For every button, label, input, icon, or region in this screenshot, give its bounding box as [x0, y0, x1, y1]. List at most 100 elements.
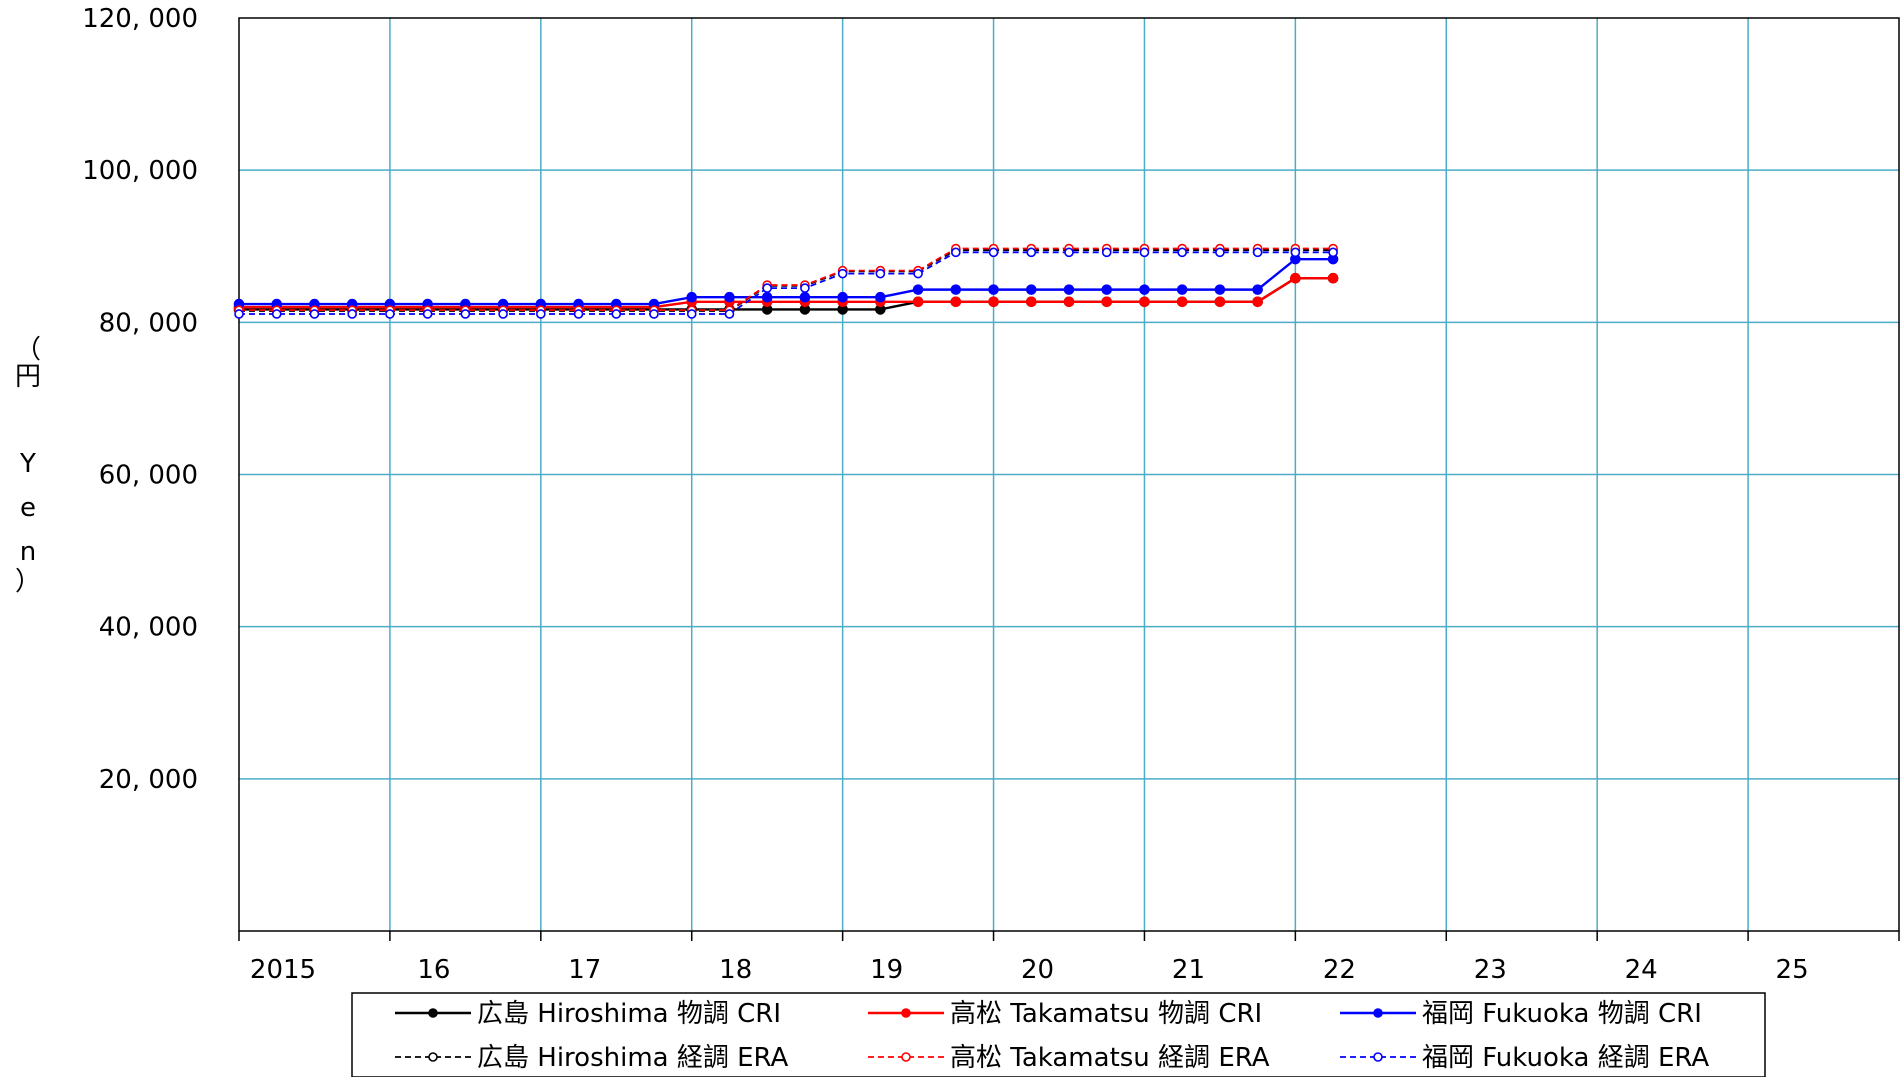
series-line	[239, 257, 1334, 306]
data-point	[1176, 296, 1188, 308]
x-tick-label: 17	[568, 955, 601, 985]
data-point	[1328, 247, 1338, 258]
legend-label: 高松 Takamatsu 物調 CRI	[950, 999, 1262, 1029]
x-tick-label: 24	[1625, 955, 1658, 985]
y-tick-label: 100, 000	[82, 156, 198, 186]
data-point	[1214, 296, 1226, 308]
legend-entry: 高松 Takamatsu 経調 ERA	[868, 1043, 1270, 1073]
x-tick-label: 23	[1474, 955, 1507, 985]
x-tick-label: 20	[1021, 955, 1054, 985]
plot-area-frame	[238, 17, 1900, 932]
data-point	[988, 296, 999, 308]
data-point	[649, 309, 659, 319]
data-point	[1215, 247, 1225, 258]
data-point	[686, 309, 697, 319]
data-point	[1064, 247, 1074, 258]
data-point	[912, 296, 924, 308]
legend-entry: 福岡 Fukuoka 物調 CRI	[1340, 999, 1702, 1029]
y-tick-label: 20, 000	[99, 765, 198, 795]
data-point	[1025, 296, 1037, 308]
data-point	[761, 291, 773, 303]
legend-swatch-marker	[901, 1052, 911, 1062]
data-point	[1252, 284, 1263, 295]
data-point	[1214, 284, 1226, 295]
y-tick-label: 120, 000	[82, 4, 198, 34]
series-line	[239, 251, 1334, 315]
data-point	[950, 284, 962, 295]
series-6	[234, 247, 1338, 319]
y-axis-label-char: （	[15, 335, 41, 365]
y-axis-label-char: n	[20, 537, 36, 567]
data-point	[762, 283, 772, 293]
x-tick-label: 25	[1776, 955, 1809, 985]
y-axis-label-char: 円	[15, 362, 41, 392]
data-point	[1252, 296, 1263, 308]
legend-swatch-marker	[428, 1008, 438, 1018]
y-axis-label-char: Y	[19, 449, 36, 479]
data-point	[309, 309, 320, 319]
data-point	[1101, 284, 1113, 295]
data-point	[573, 309, 584, 319]
data-point	[498, 309, 508, 319]
legend-box	[351, 992, 1766, 1077]
legend-swatch-marker	[1373, 1052, 1383, 1062]
legend-swatch-marker	[428, 1052, 438, 1062]
y-axis-label: （円 Yen）	[15, 335, 41, 597]
x-tick-label: 22	[1323, 955, 1356, 985]
data-point	[686, 291, 698, 303]
legend-entry: 広島 Hiroshima 物調 CRI	[395, 999, 781, 1029]
data-point	[1176, 284, 1188, 295]
data-point	[1063, 284, 1075, 295]
legend-swatch-marker	[1373, 1008, 1383, 1018]
y-axis-label-char: e	[20, 493, 36, 523]
data-point	[875, 291, 886, 303]
data-point	[271, 309, 282, 319]
y-tick-label: 60, 000	[99, 461, 198, 491]
legend-label: 福岡 Fukuoka 物調 CRI	[1422, 999, 1702, 1029]
data-point	[799, 291, 811, 303]
data-point	[950, 296, 962, 308]
data-point	[385, 309, 395, 319]
x-tick-label: 18	[719, 955, 752, 985]
data-point	[234, 309, 244, 319]
data-point	[837, 291, 848, 303]
legend-entry: 高松 Takamatsu 物調 CRI	[868, 999, 1262, 1029]
grid-lines	[239, 18, 1899, 931]
series-line	[239, 277, 1334, 309]
data-point	[1177, 247, 1187, 258]
data-point	[1026, 247, 1037, 258]
series-line	[239, 247, 1334, 312]
data-point	[1290, 247, 1301, 258]
x-tick-label: 19	[870, 955, 903, 985]
data-point	[422, 309, 433, 319]
axis-ticks	[238, 931, 1900, 941]
legend-swatch-marker	[901, 1008, 911, 1018]
y-tick-label: 80, 000	[99, 308, 198, 338]
data-point	[913, 268, 923, 279]
legend-entry: 広島 Hiroshima 経調 ERA	[395, 1043, 789, 1073]
data-point	[988, 284, 999, 295]
data-point	[460, 309, 471, 319]
legend: 広島 Hiroshima 物調 CRI 高松 Takamatsu 物調 CRI 福岡…	[351, 992, 1766, 1077]
x-tick-label: 16	[417, 955, 450, 985]
data-point	[800, 283, 810, 293]
legend-label: 福岡 Fukuoka 経調 ERA	[1422, 1043, 1709, 1073]
legend-entry: 福岡 Fukuoka 経調 ERA	[1340, 1043, 1709, 1073]
x-axis-tick-labels: 2015 16 17 18 19 20 21 22 23 24 25	[250, 955, 1809, 985]
legend-label: 広島 Hiroshima 物調 CRI	[477, 999, 781, 1029]
data-point	[347, 309, 357, 319]
data-point	[951, 247, 961, 258]
x-tick-label: 21	[1172, 955, 1205, 985]
x-tick-label: 2015	[250, 955, 316, 985]
data-point	[611, 309, 622, 319]
data-point	[1252, 247, 1263, 258]
data-point	[912, 284, 924, 295]
data-point	[988, 247, 999, 258]
y-axis-tick-labels: 20, 000 40, 000 60, 000 80, 000 100, 000 120,…	[82, 4, 198, 795]
data-point	[1063, 296, 1075, 308]
data-point	[875, 268, 886, 279]
data-point	[536, 309, 546, 319]
data-point	[1290, 272, 1301, 284]
